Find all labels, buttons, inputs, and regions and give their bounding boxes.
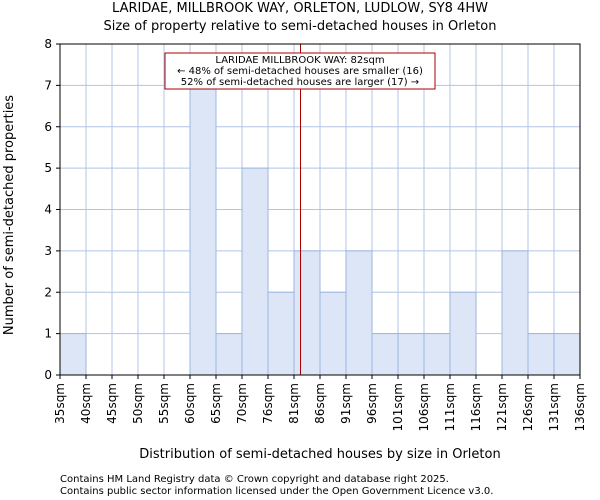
x-axis-label: Distribution of semi-detached houses by … (139, 447, 500, 462)
x-tick-label-86sqm: 86sqm (313, 383, 327, 424)
x-tick-label-65sqm: 65sqm (209, 383, 223, 424)
annotation-line-2: ← 48% of semi-detached houses are smalle… (177, 66, 423, 77)
annotation-line-3: 52% of semi-detached houses are larger (… (181, 77, 419, 88)
x-tick-label-121sqm: 121sqm (495, 383, 509, 431)
x-tick-label-81sqm: 81sqm (287, 383, 301, 424)
bar-35sqm (59, 333, 87, 376)
x-tick-label-40sqm: 40sqm (79, 383, 93, 424)
chart-title: LARIDAE, MILLBROOK WAY, ORLETON, LUDLOW,… (112, 1, 488, 16)
x-tick-label-131sqm: 131sqm (547, 383, 561, 431)
x-tick-label-96sqm: 96sqm (365, 383, 379, 424)
bar-131sqm (553, 333, 581, 376)
bar-106sqm (423, 333, 451, 376)
x-tick-label-116sqm: 116sqm (469, 383, 483, 431)
x-tick-label-136sqm: 136sqm (573, 383, 587, 431)
chart-subtitle: Size of property relative to semi-detach… (103, 19, 496, 34)
bar-60sqm (189, 84, 217, 376)
y-tick-label-3: 3 (44, 244, 52, 258)
bar-126sqm (527, 333, 555, 376)
y-tick-label-7: 7 (44, 78, 52, 92)
bar-86sqm (319, 291, 347, 376)
x-tick-label-55sqm: 55sqm (157, 383, 171, 424)
y-tick-label-4: 4 (44, 203, 52, 217)
x-tick-label-45sqm: 45sqm (105, 383, 119, 424)
bar-70sqm (241, 167, 269, 376)
y-tick-label-8: 8 (44, 37, 52, 51)
footer-line-2: Contains public sector information licen… (60, 486, 493, 497)
x-tick-label-106sqm: 106sqm (417, 383, 431, 431)
x-tick-label-101sqm: 101sqm (391, 383, 405, 431)
y-tick-label-5: 5 (44, 161, 52, 175)
x-tick-label-50sqm: 50sqm (131, 383, 145, 424)
bar-81sqm (293, 250, 321, 376)
x-tick-label-91sqm: 91sqm (339, 383, 353, 424)
x-tick-label-35sqm: 35sqm (53, 383, 67, 424)
x-tick-label-76sqm: 76sqm (261, 383, 275, 424)
bar-121sqm (501, 250, 529, 376)
x-tick-label-111sqm: 111sqm (443, 383, 457, 431)
bar-96sqm (371, 333, 399, 376)
x-tick-label-60sqm: 60sqm (183, 383, 197, 424)
bar-91sqm (345, 250, 373, 376)
annotation-box: LARIDAE MILLBROOK WAY: 82sqm ← 48% of se… (164, 52, 436, 90)
x-tick-label-70sqm: 70sqm (235, 383, 249, 424)
bars (59, 84, 581, 376)
bar-111sqm (449, 291, 477, 376)
annotation-line-1: LARIDAE MILLBROOK WAY: 82sqm (215, 55, 384, 66)
annotation-border (164, 52, 436, 90)
y-axis-label: Number of semi-detached properties (2, 95, 17, 335)
x-axis-ticks: 35sqm 40sqm 45sqm 50sqm 55sqm 60sqm 65sqm 70sqm… (53, 375, 587, 431)
bar-76sqm (267, 291, 295, 376)
y-tick-label-6: 6 (44, 120, 52, 134)
y-tick-label-2: 2 (44, 285, 52, 299)
y-tick-label-0: 0 (44, 368, 52, 382)
y-axis-ticks: 0 1 2 3 4 5 6 7 8 (44, 37, 60, 382)
x-tick-label-126sqm: 126sqm (521, 383, 535, 431)
y-tick-label-1: 1 (44, 327, 52, 341)
bar-65sqm (215, 333, 243, 376)
bar-101sqm (397, 333, 425, 376)
footer-line-1: Contains HM Land Registry data © Crown c… (60, 474, 449, 485)
